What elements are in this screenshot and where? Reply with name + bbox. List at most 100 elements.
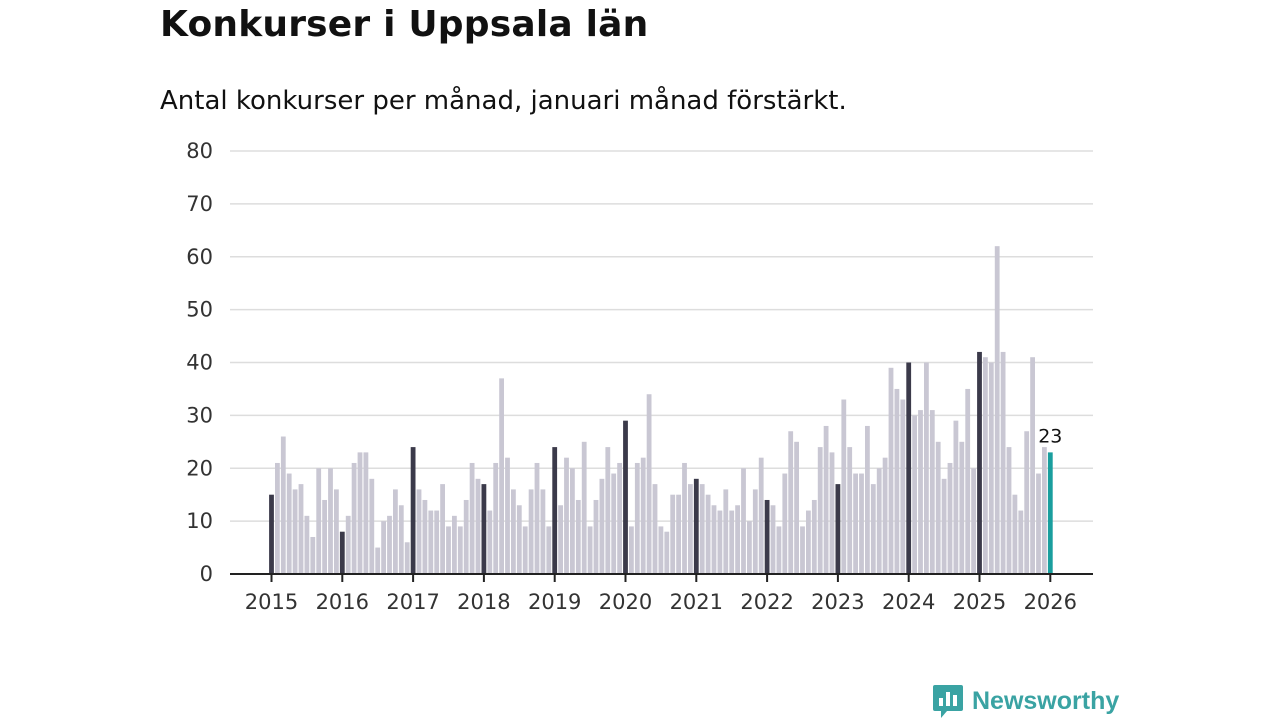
bar bbox=[375, 547, 381, 574]
bar bbox=[717, 510, 723, 574]
bar bbox=[776, 526, 782, 574]
bar bbox=[924, 362, 929, 574]
bar bbox=[847, 447, 853, 574]
bar bbox=[322, 499, 327, 574]
bar bbox=[493, 462, 499, 574]
bar bbox=[865, 425, 870, 574]
bar bbox=[575, 499, 581, 574]
bar bbox=[741, 468, 746, 574]
x-tick-label: 2015 bbox=[245, 590, 298, 614]
bar bbox=[959, 441, 965, 574]
bar bbox=[552, 447, 558, 574]
bar bbox=[747, 521, 752, 574]
x-tick-label: 2018 bbox=[457, 590, 510, 614]
y-tick-label: 60 bbox=[186, 245, 213, 269]
bar bbox=[339, 531, 345, 574]
bar bbox=[688, 484, 693, 574]
bar bbox=[912, 415, 917, 574]
bar bbox=[511, 489, 516, 574]
bar bbox=[699, 484, 705, 574]
bar bbox=[729, 510, 735, 574]
bar bbox=[369, 478, 375, 574]
bar bbox=[929, 410, 935, 574]
bar bbox=[723, 489, 729, 574]
bar bbox=[446, 526, 451, 574]
x-tick-label: 2020 bbox=[599, 590, 652, 614]
bar bbox=[516, 505, 522, 574]
bar bbox=[363, 452, 369, 574]
bar bbox=[499, 378, 504, 574]
bar bbox=[752, 489, 758, 574]
bar bbox=[888, 367, 894, 574]
bar bbox=[334, 489, 339, 574]
bar bbox=[345, 515, 351, 574]
bar bbox=[275, 462, 280, 574]
bar bbox=[599, 478, 605, 574]
bar bbox=[611, 473, 617, 574]
newsworthy-logo[interactable]: Newsworthy bbox=[932, 683, 1119, 719]
bar bbox=[988, 362, 994, 574]
bar bbox=[859, 473, 864, 574]
bar bbox=[817, 447, 823, 574]
bar bbox=[440, 484, 445, 574]
bar bbox=[422, 499, 428, 574]
bar bbox=[393, 489, 398, 574]
bar bbox=[794, 441, 799, 574]
bar bbox=[1018, 510, 1024, 574]
y-tick-label: 30 bbox=[186, 403, 213, 427]
bar bbox=[481, 484, 487, 574]
bar bbox=[558, 505, 563, 574]
bar bbox=[316, 468, 322, 574]
bar bbox=[770, 505, 776, 574]
bar bbox=[935, 441, 941, 574]
bar bbox=[664, 531, 670, 574]
bar bbox=[487, 510, 493, 574]
bar bbox=[953, 420, 959, 574]
bar bbox=[540, 489, 546, 574]
bar bbox=[994, 246, 1000, 575]
bar bbox=[269, 494, 274, 574]
bar bbox=[782, 473, 788, 574]
bar bbox=[434, 510, 440, 574]
bar bbox=[1030, 357, 1035, 574]
bar bbox=[280, 436, 286, 574]
bar bbox=[1006, 447, 1012, 574]
bar bbox=[841, 399, 847, 574]
y-tick-label: 70 bbox=[186, 192, 213, 216]
bar bbox=[811, 499, 817, 574]
bar bbox=[522, 526, 528, 574]
bar bbox=[605, 447, 611, 574]
bar bbox=[546, 526, 552, 574]
bar bbox=[829, 452, 835, 574]
bar bbox=[416, 489, 422, 574]
bar bbox=[1000, 351, 1006, 574]
bar bbox=[894, 388, 900, 574]
bar bbox=[882, 457, 888, 574]
bar bbox=[682, 462, 687, 574]
bar bbox=[853, 473, 858, 574]
bar bbox=[404, 542, 410, 574]
bar bbox=[505, 457, 510, 574]
bar bbox=[381, 521, 386, 574]
bar bbox=[806, 510, 811, 574]
x-tick-label: 2026 bbox=[1024, 590, 1077, 614]
bar bbox=[463, 499, 469, 574]
bar bbox=[387, 515, 392, 574]
bar bbox=[965, 388, 971, 574]
bar bbox=[758, 457, 764, 574]
bar bbox=[1012, 494, 1018, 574]
bar bbox=[428, 510, 434, 574]
x-tick-label: 2016 bbox=[316, 590, 369, 614]
bar bbox=[764, 499, 770, 574]
bar bbox=[941, 478, 947, 574]
bar bbox=[304, 515, 310, 574]
bar bbox=[947, 462, 953, 574]
bar bbox=[292, 489, 298, 574]
bar bbox=[788, 431, 794, 574]
bar bbox=[640, 457, 646, 574]
bar bbox=[357, 452, 363, 574]
bar bbox=[469, 462, 475, 574]
bar bbox=[617, 462, 622, 574]
bar bbox=[1047, 452, 1053, 574]
